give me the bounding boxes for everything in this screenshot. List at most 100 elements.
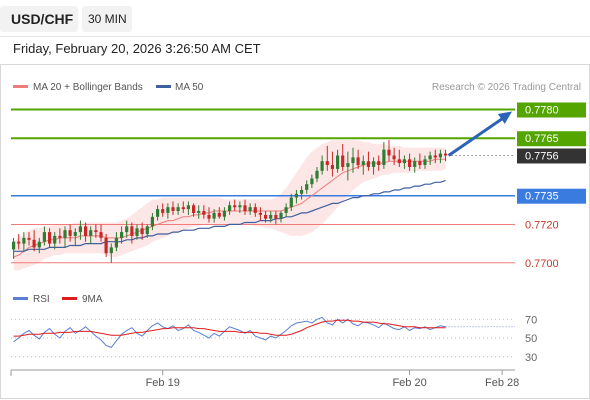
candle-body xyxy=(264,214,268,219)
candle-body xyxy=(397,159,401,164)
candle-body xyxy=(125,226,129,233)
candle-body xyxy=(58,235,62,238)
rsi-legend-label: RSI xyxy=(33,294,50,305)
candle-body xyxy=(197,211,201,213)
candle-body xyxy=(274,214,278,219)
price-level-tag-0.7756 xyxy=(517,148,586,164)
candle-body xyxy=(289,197,293,208)
candle-body xyxy=(233,205,237,208)
ma50-line xyxy=(13,179,446,252)
candle-body xyxy=(387,149,391,156)
price-level-label-0.7765: 0.7765 xyxy=(525,133,559,145)
candle-body xyxy=(382,149,386,165)
credit: Research © 2026 Trading Central xyxy=(432,82,581,93)
candle-body xyxy=(366,161,370,167)
header-divider xyxy=(0,36,590,37)
candle-body xyxy=(423,159,427,165)
projection-arrow-layer xyxy=(447,111,512,157)
candle-body xyxy=(207,214,211,219)
candle-body xyxy=(341,155,345,167)
candle-body xyxy=(202,211,206,215)
candle-body xyxy=(150,216,154,227)
candle-body xyxy=(444,153,448,156)
candle-body xyxy=(130,226,134,236)
candle-body xyxy=(258,212,262,215)
candle-body xyxy=(253,207,257,213)
candle-body xyxy=(408,159,412,167)
candle-body xyxy=(114,237,118,248)
price-level-label-0.7720: 0.7720 xyxy=(525,219,559,231)
rsi-level-label-30: 30 xyxy=(525,352,537,364)
candle-body xyxy=(361,161,365,165)
candle-body xyxy=(228,205,232,211)
x-tick-label: Feb 19 xyxy=(146,377,180,389)
ma50-legend-swatch xyxy=(156,85,171,88)
candle-body xyxy=(325,161,329,165)
candle-body xyxy=(63,230,67,238)
candle-body xyxy=(238,205,242,208)
candle-body xyxy=(310,178,314,185)
price-level-label-0.7756: 0.7756 xyxy=(525,150,559,162)
candle-body xyxy=(330,165,334,169)
rsi-level-label-70: 70 xyxy=(525,314,537,326)
interval-badge[interactable]: 30 MIN xyxy=(82,6,132,32)
rsi-legend-swatch xyxy=(13,297,28,300)
candle-body xyxy=(402,159,406,164)
candle-body xyxy=(99,232,103,238)
candle-body xyxy=(356,157,360,166)
candle-body xyxy=(269,214,273,219)
candle-body xyxy=(217,212,221,217)
ma9-legend-swatch xyxy=(62,297,77,300)
projection-arrow-shaft xyxy=(447,116,505,157)
price-levels-layer: 0.7780 0.7765 0.7756 0.7735 0.7720 0.7700 xyxy=(11,102,586,270)
datetime: Friday, February 20, 2026 3:26:50 AM CET xyxy=(13,41,261,56)
candle-body xyxy=(135,228,139,236)
candle-body xyxy=(351,157,355,164)
candle-body xyxy=(140,228,144,234)
candle-body xyxy=(377,161,381,165)
x-axis-layer: Feb 19 Feb 20 Feb 28 xyxy=(10,369,519,389)
candle-body xyxy=(320,161,324,171)
candle-body xyxy=(336,155,340,169)
ma9-legend-label: 9MA xyxy=(82,294,103,305)
candle-body xyxy=(53,235,57,244)
candle-body xyxy=(181,207,185,210)
candle-body xyxy=(48,232,52,244)
symbol-label: USD/CHF xyxy=(11,11,74,27)
x-tick-label: Feb 28 xyxy=(485,377,519,389)
candle-body xyxy=(428,155,432,160)
candle-body xyxy=(17,241,21,244)
interval-label: 30 MIN xyxy=(88,12,127,26)
candle-body xyxy=(171,207,175,211)
candle-body xyxy=(413,161,417,167)
symbol-badge: USD/CHF xyxy=(0,6,78,32)
candle-body xyxy=(109,247,113,254)
candle-body xyxy=(161,209,165,213)
rsi-panel-layer: 70 50 30 xyxy=(11,314,537,364)
candle-body xyxy=(212,212,216,219)
candle-body xyxy=(433,155,437,158)
candle-body xyxy=(12,241,16,250)
candle-body xyxy=(78,226,82,233)
candle-body xyxy=(305,184,309,190)
price-level-label-0.7735: 0.7735 xyxy=(525,191,559,203)
candle-body xyxy=(22,237,26,244)
candle-body xyxy=(346,163,350,167)
candle-body xyxy=(294,193,298,198)
candle-body xyxy=(73,232,77,236)
candle-body xyxy=(27,237,31,240)
candle-body xyxy=(84,226,88,236)
price-level-tag-0.7735 xyxy=(517,188,586,204)
price-level-tag-0.7765 xyxy=(517,131,586,147)
candle-body xyxy=(279,212,283,219)
candle-body xyxy=(37,241,41,248)
candles-layer xyxy=(12,140,448,263)
candle-body xyxy=(300,190,304,194)
candle-body xyxy=(156,209,160,217)
candle-body xyxy=(372,161,376,167)
candle-body xyxy=(243,205,247,211)
candle-body xyxy=(94,230,98,233)
candle-body xyxy=(248,207,252,211)
candle-body xyxy=(120,232,124,238)
